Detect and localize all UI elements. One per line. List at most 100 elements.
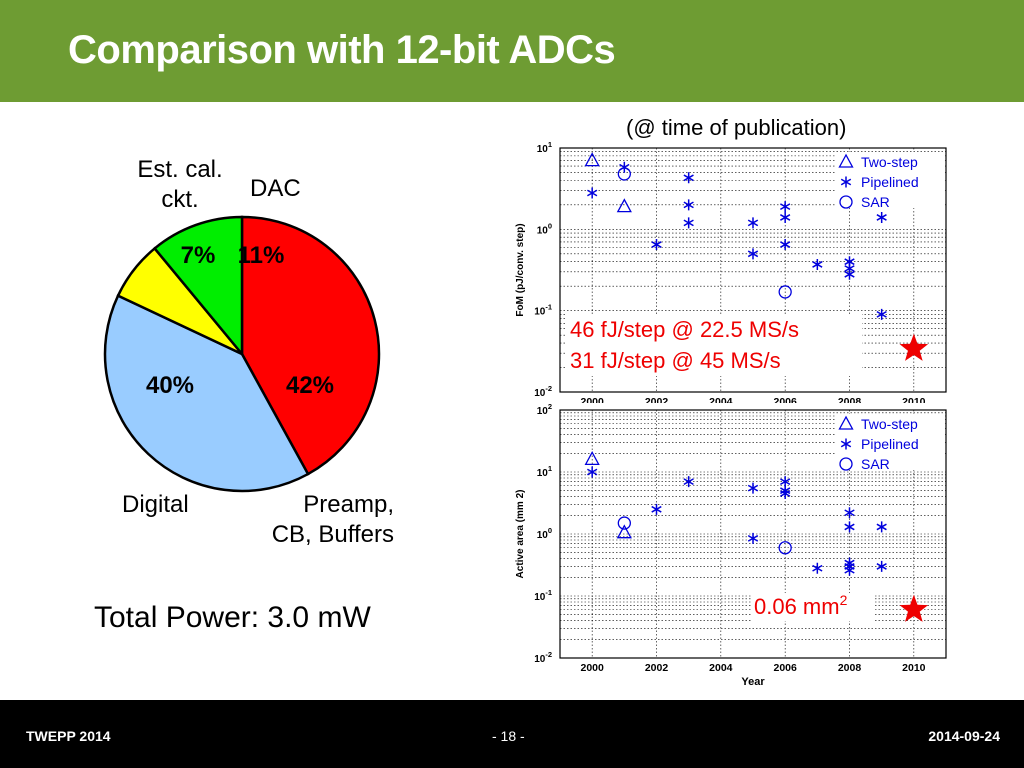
x-tick-label: 2004	[709, 396, 733, 403]
area-scatter-chart: 2000 2002 2004 2006 2008 2010 102 101 100 10-1 10-…	[515, 402, 947, 685]
annotation-box	[566, 314, 862, 376]
y-tick-label: 101	[537, 464, 552, 479]
legend-entry: Two-step	[861, 154, 918, 170]
sar-marker	[778, 541, 792, 555]
footer-conference: TWEPP 2014	[26, 728, 111, 744]
area-annotation: 0.06 mm2	[754, 592, 848, 619]
sar-marker	[839, 195, 853, 209]
two-step-marker	[584, 450, 600, 465]
this-work-star-marker	[899, 594, 929, 622]
y-tick-label: 101	[537, 140, 552, 155]
footer-date: 2014-09-24	[928, 728, 1000, 744]
pie-label-40: 40%	[146, 372, 194, 399]
pipelined-marker	[876, 211, 887, 223]
pipelined-marker	[780, 488, 791, 500]
pipelined-marker	[587, 187, 598, 199]
title-bar: Comparison with 12-bit ADCs	[0, 0, 1024, 102]
y-tick-label: 10-2	[534, 384, 552, 399]
publication-note: (@ time of publication)	[626, 115, 847, 140]
y-axis-label: FoM (pJ/conv. step)	[515, 223, 526, 316]
y-tick-label: 10-1	[534, 303, 552, 318]
footer-page-number: - 18 -	[492, 728, 525, 744]
pipelined-marker	[780, 239, 791, 251]
dac-label: DAC	[250, 175, 301, 202]
pipelined-marker	[812, 562, 823, 574]
x-tick-label: 2006	[773, 662, 797, 674]
pipelined-marker	[844, 521, 855, 533]
two-step-marker	[584, 152, 600, 167]
pipelined-marker	[683, 199, 694, 211]
x-tick-label: 2006	[773, 396, 797, 403]
pipelined-marker	[587, 466, 598, 478]
two-step-marker	[616, 524, 632, 539]
preamp-label: Preamp, CB, Buffers	[271, 491, 394, 548]
digital-label: Digital	[122, 491, 189, 518]
x-tick-label: 2000	[580, 396, 604, 403]
pipelined-marker	[876, 521, 887, 533]
this-work-star-marker	[899, 333, 929, 361]
x-tick-label: 2002	[645, 662, 669, 674]
pipelined-marker	[747, 217, 759, 229]
pie-label-42: 42%	[286, 372, 334, 399]
y-tick-label: 10-2	[534, 650, 552, 665]
pipelined-marker	[651, 239, 662, 251]
pipelined-marker	[840, 176, 852, 188]
x-tick-label: 2010	[902, 662, 926, 674]
two-step-marker	[838, 153, 854, 168]
pipelined-marker	[780, 201, 791, 213]
pipelined-marker	[876, 560, 887, 572]
sar-marker	[617, 516, 631, 530]
two-step-marker	[838, 415, 854, 430]
slide-title: Comparison with 12-bit ADCs	[68, 28, 616, 72]
pipelined-marker	[844, 507, 855, 519]
pie-slice-dac	[152, 215, 244, 358]
power-pie-chart: 42% 40% 7% 11%	[103, 215, 381, 493]
legend-entry: Pipelined	[861, 174, 919, 190]
estcal-label: Est. cal. ckt.	[137, 156, 223, 213]
pipelined-marker	[780, 211, 791, 223]
pie-label-7: 7%	[181, 242, 216, 269]
pipelined-marker	[844, 268, 855, 280]
y-tick-label: 102	[537, 402, 552, 417]
pie-slice-digital	[103, 294, 310, 493]
two-step-marker	[616, 198, 632, 213]
legend-box	[836, 152, 943, 208]
x-tick-label: 2008	[838, 662, 862, 674]
footer-bar: TWEPP 2014 - 18 - 2014-09-24	[0, 700, 1024, 768]
pipelined-marker	[812, 258, 823, 270]
legend-entry: Two-step	[861, 416, 918, 432]
pipelined-marker	[683, 172, 694, 184]
y-tick-label: 10-1	[534, 588, 552, 603]
y-axis-label: Active area (mm 2)	[515, 490, 526, 579]
y-tick-label: 100	[537, 526, 552, 541]
legend-box	[836, 414, 943, 470]
legend-entry: SAR	[861, 456, 890, 472]
y-tick-label: 100	[537, 221, 552, 236]
x-tick-label: 2008	[838, 396, 862, 403]
x-tick-label: 2002	[645, 396, 669, 403]
fom-annotation: 31 fJ/step @ 45 MS/s	[570, 348, 781, 373]
legend-entry: Pipelined	[861, 436, 919, 452]
pipelined-marker	[840, 438, 852, 450]
sar-marker	[839, 457, 853, 471]
x-tick-label: 2004	[709, 662, 733, 674]
legend-entry: SAR	[861, 194, 890, 210]
pipelined-marker	[683, 217, 694, 229]
annotation-box	[751, 593, 873, 621]
pipelined-marker	[683, 476, 694, 488]
pipelined-marker	[651, 503, 662, 515]
pie-label-11: 11%	[238, 242, 285, 269]
fom-annotation: 46 fJ/step @ 22.5 MS/s	[570, 317, 799, 342]
pie-slice-preamp	[240, 215, 381, 476]
x-axis-label: Year	[741, 676, 765, 685]
x-tick-label: 2010	[902, 396, 926, 403]
pipelined-marker	[876, 308, 887, 320]
x-tick-label: 2000	[580, 662, 604, 674]
sar-marker	[778, 285, 792, 299]
total-power-label: Total Power: 3.0 mW	[94, 601, 371, 634]
pipelined-marker	[747, 532, 759, 544]
pipelined-marker	[747, 248, 759, 260]
pipelined-marker	[844, 564, 855, 576]
sar-marker	[617, 167, 631, 181]
pipelined-marker	[747, 482, 759, 494]
